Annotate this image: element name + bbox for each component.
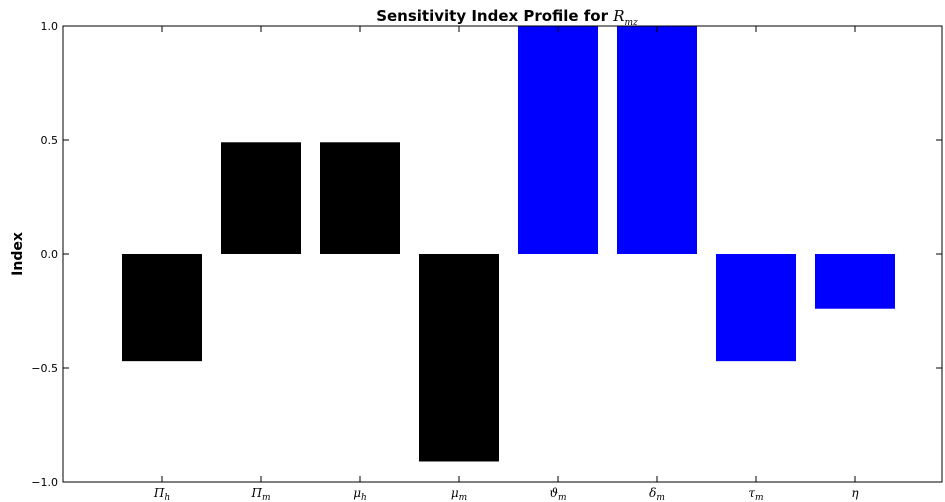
chart-title: Sensitivity Index Profile for Rmz — [376, 7, 638, 28]
bar-8 — [815, 254, 895, 309]
y-tick-label-2: 0.5 — [41, 134, 59, 147]
bar-3 — [320, 142, 400, 254]
chart-title-symbol: R — [612, 7, 624, 25]
x-tick-label-4: μm — [451, 486, 467, 502]
plot-frame — [62, 25, 943, 483]
bar-4 — [419, 254, 499, 462]
bar-5 — [518, 26, 598, 254]
y-tick-label-3: 0.0 — [41, 248, 59, 261]
x-tick-label-6: δm — [649, 486, 665, 502]
x-tick-subscript-7: m — [755, 493, 764, 502]
x-tick-symbol-6: δ — [649, 486, 656, 500]
y-ticks-group: 1.0 0.5 0.0 −0.5 −1.0 — [31, 20, 942, 489]
x-tick-symbol-2: Π — [250, 486, 262, 500]
y-axis-label: Index — [10, 232, 26, 276]
bars-group — [122, 26, 895, 462]
x-tick-symbol-1: Π — [153, 486, 165, 500]
x-tick-label-3: μh — [353, 486, 367, 502]
x-tick-subscript-6: m — [656, 493, 665, 502]
x-tick-subscript-5: m — [558, 493, 567, 502]
y-tick-label-5: −1.0 — [31, 476, 58, 489]
bar-6 — [617, 26, 697, 254]
x-ticks-group: Πh Πm μh μm ϑm δm τm η — [153, 26, 859, 502]
x-tick-subscript-4: m — [459, 493, 468, 502]
x-tick-symbol-4: μ — [451, 486, 459, 500]
bar-7 — [716, 254, 796, 362]
x-tick-subscript-3: h — [361, 493, 367, 502]
bar-2 — [221, 142, 301, 254]
y-tick-label-4: −0.5 — [31, 362, 58, 375]
x-tick-label-2: Πm — [250, 486, 270, 502]
x-tick-label-8: η — [851, 486, 859, 500]
x-tick-symbol-8: η — [851, 486, 859, 500]
bar-1 — [122, 254, 202, 362]
x-tick-symbol-5: ϑ — [549, 486, 558, 500]
x-tick-symbol-7: τ — [748, 486, 755, 500]
y-tick-label-1: 1.0 — [41, 20, 59, 33]
x-tick-label-1: Πh — [153, 486, 170, 502]
x-tick-subscript-1: h — [164, 493, 170, 502]
chart-title-text: Sensitivity Index Profile for — [376, 7, 613, 25]
chart-title-symbol-sub: mz — [625, 18, 639, 28]
x-tick-label-7: τm — [748, 486, 763, 502]
x-tick-label-5: ϑm — [549, 486, 566, 502]
x-tick-symbol-3: μ — [353, 486, 361, 500]
x-tick-subscript-2: m — [262, 493, 271, 502]
